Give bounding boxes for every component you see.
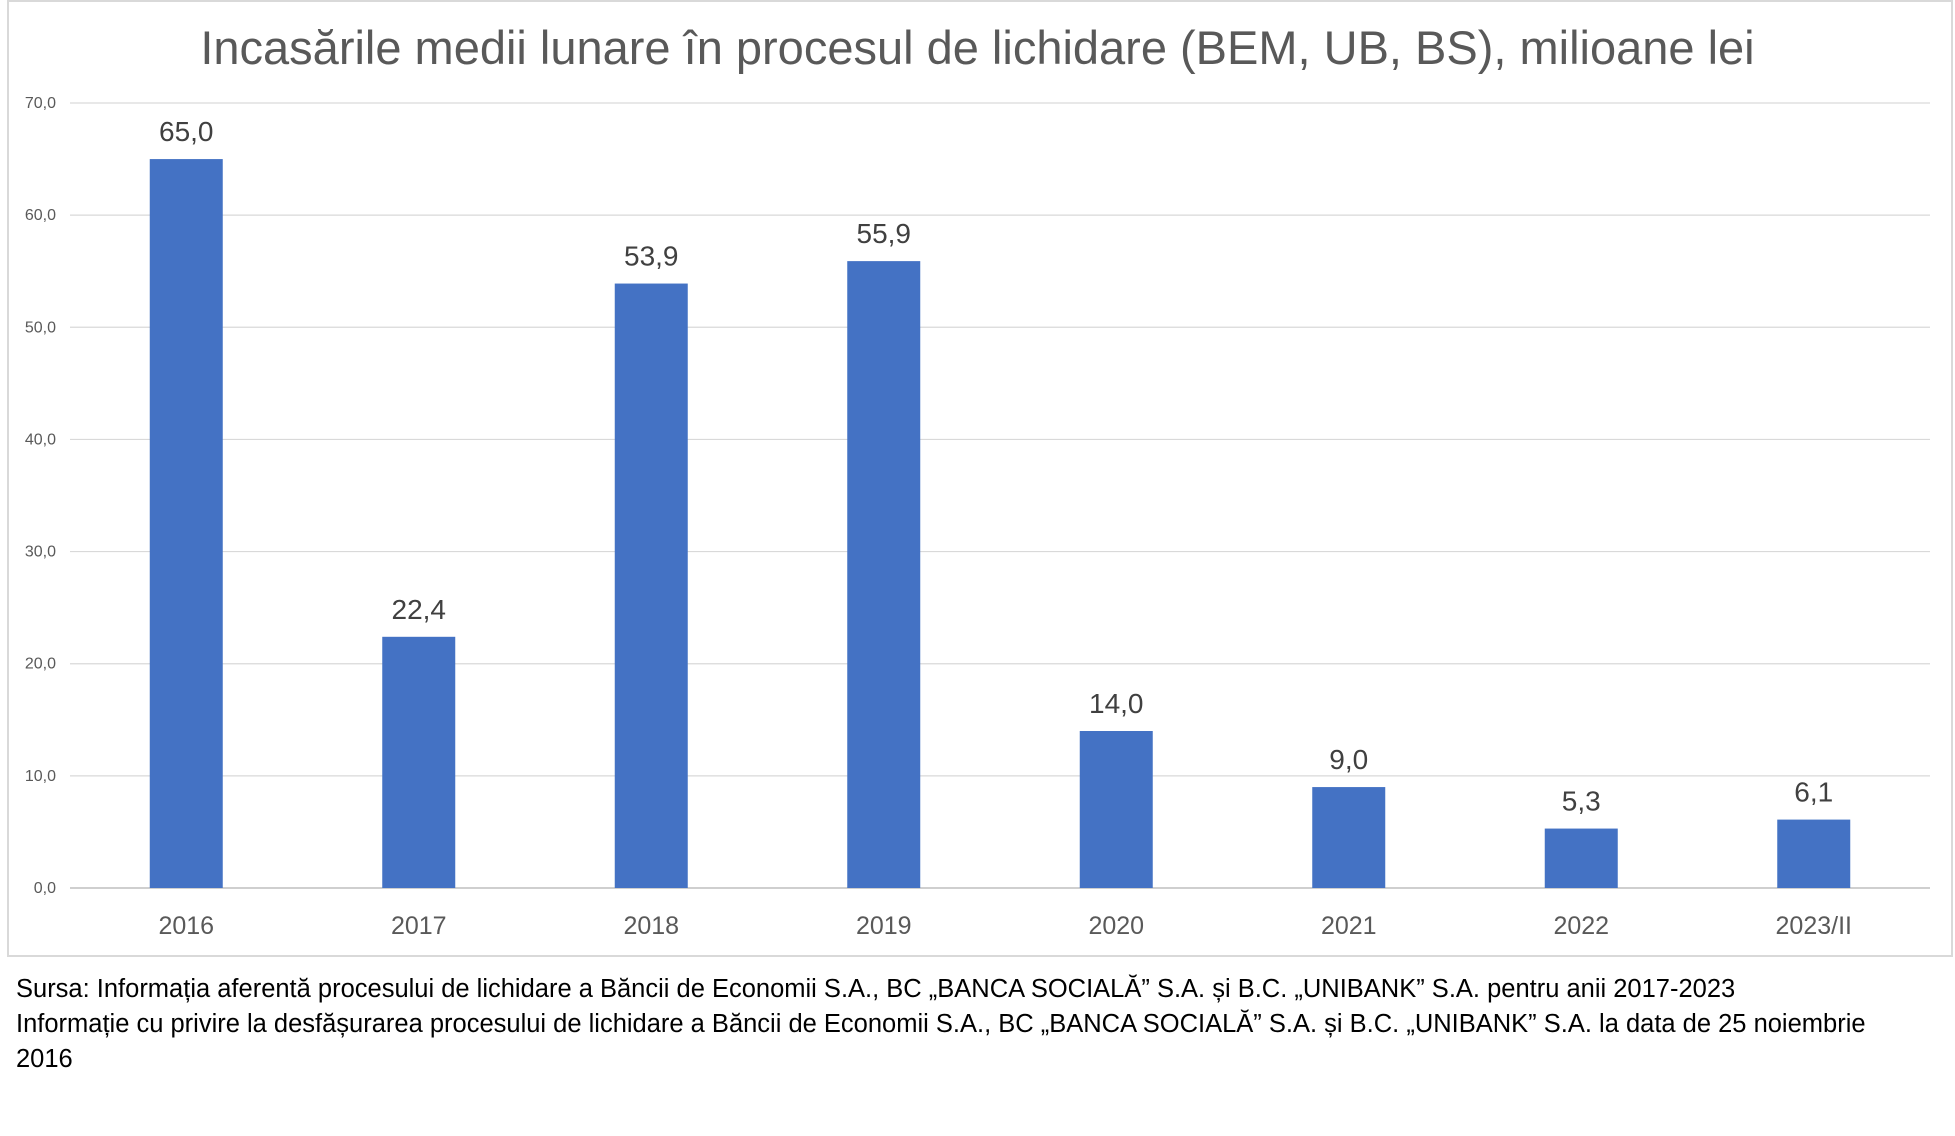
bar <box>1079 731 1153 888</box>
y-tick-label: 50,0 <box>25 319 56 336</box>
data-label: 53,9 <box>624 241 679 272</box>
data-label: 6,1 <box>1794 777 1833 808</box>
data-label: 55,9 <box>857 218 912 249</box>
y-tick-label: 20,0 <box>25 656 56 673</box>
source-notes: Sursa: Informația aferentă procesului de… <box>16 972 1926 1077</box>
x-tick-label: 2016 <box>158 912 214 940</box>
y-tick-label: 60,0 <box>25 207 56 224</box>
bar <box>1777 819 1851 888</box>
y-tick-label: 10,0 <box>25 768 56 785</box>
data-label: 14,0 <box>1089 688 1144 719</box>
source-text: Sursa: Informația aferentă procesului de… <box>16 975 1736 1003</box>
x-tick-label: 2019 <box>856 912 912 940</box>
y-tick-label: 70,0 <box>25 95 56 112</box>
chart-frame <box>7 0 1953 957</box>
bar <box>1312 787 1386 888</box>
data-label: 65,0 <box>159 116 214 147</box>
x-tick-label: 2021 <box>1321 912 1377 940</box>
x-tick-label: 2017 <box>391 912 447 940</box>
y-tick-label: 30,0 <box>25 544 56 561</box>
bar <box>614 283 688 888</box>
data-label: 9,0 <box>1329 744 1368 775</box>
chart-title: Incasările medii lunare în procesul de l… <box>200 21 1755 74</box>
info-text: Informație cu privire la desfășurarea pr… <box>16 1010 1866 1073</box>
x-tick-label: 2022 <box>1553 912 1609 940</box>
bar <box>149 159 223 889</box>
bar-chart: 0,0 10,0 20,0 30,0 40,0 50,0 60,0 70,0 65,0 2016 2… <box>25 95 1930 940</box>
y-tick-label: 0,0 <box>34 880 56 897</box>
x-tick-label: 2018 <box>623 912 679 940</box>
x-tick-label: 2023/II <box>1776 912 1852 940</box>
data-label: 22,4 <box>392 594 447 625</box>
y-tick-label: 40,0 <box>25 431 56 448</box>
x-tick-label: 2020 <box>1088 912 1144 940</box>
bar <box>1544 828 1618 888</box>
bar <box>847 261 921 888</box>
bar <box>382 636 456 888</box>
data-label: 5,3 <box>1562 786 1601 817</box>
